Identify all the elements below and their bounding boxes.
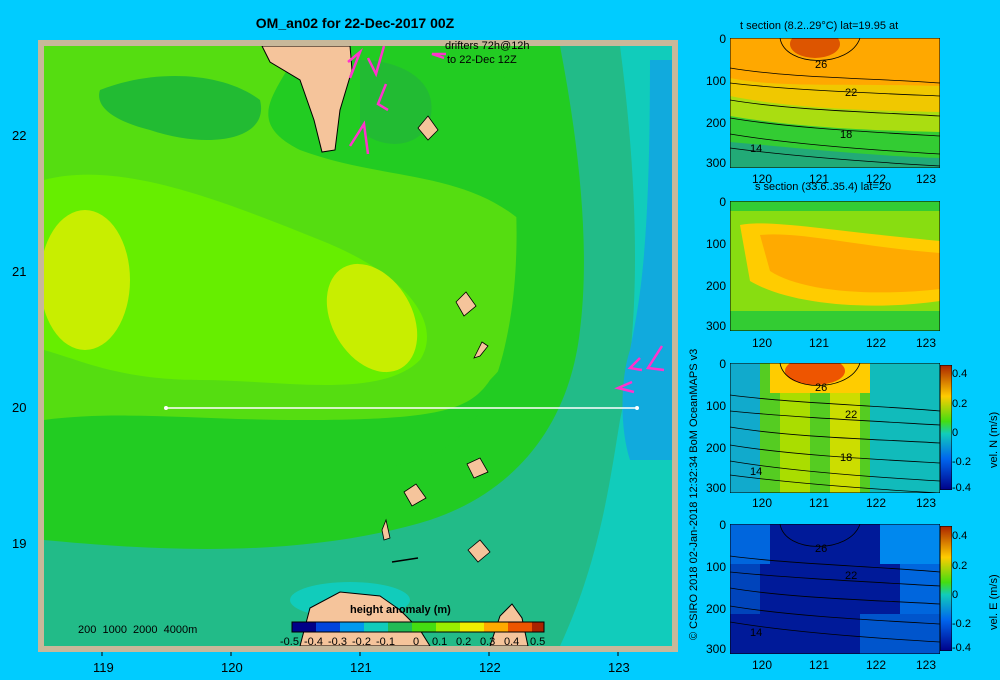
colorbar-ticks: -0.5 -0.4 -0.3 -0.2 -0.1 0 0.1 0.2 0.3 0… (280, 636, 560, 652)
cb-tick: -0.1 (376, 636, 395, 648)
vel-north-colorbar (940, 365, 952, 490)
contour-label: 18 (840, 129, 852, 141)
cb-tick: 0.3 (480, 636, 496, 648)
land-island-3 (473, 341, 489, 359)
contour-label: 22 (845, 570, 857, 582)
contour-label: 22 (845, 409, 857, 421)
height-anomaly-map[interactable] (0, 0, 690, 680)
land-island-6 (381, 518, 391, 541)
land-island-1 (417, 115, 439, 141)
vel-east-colorbar (940, 526, 952, 651)
anomaly-high-center (326, 263, 418, 373)
cb-tick: -0.5 (280, 636, 299, 648)
vel-east-cb-ticks: 0.4 0.2 0 -0.2 -0.4 (952, 530, 971, 654)
anomaly-band-bright-2 (44, 174, 427, 385)
contour-label: 22 (845, 87, 857, 99)
anomaly-low-north (99, 76, 262, 140)
section-title-salt: s section (33.6..35.4) lat=20 (755, 181, 892, 193)
contour-label: 26 (815, 382, 827, 394)
section-y-ticks-2: 0 100 200 300 (705, 195, 726, 333)
drifter-tracks (347, 46, 665, 394)
contour-label: 14 (750, 143, 762, 155)
contour-label: 26 (815, 59, 827, 71)
map-x-tick: 123 (608, 660, 630, 675)
map-y-tick: 19 (12, 536, 27, 551)
section-x-ticks-3: 120 121 122 123 (752, 496, 937, 510)
cb-tick: -0.4 (304, 636, 323, 648)
section-end (635, 406, 639, 410)
section-y-ticks-4: 0 100 200 300 (705, 518, 726, 656)
contour-label: 14 (750, 466, 762, 478)
section-title-temp: t section (8.2..29°C) lat=19.95 at (740, 20, 899, 32)
vel-north-label: vel. N (m/s) (988, 411, 1000, 468)
colorbar-title: height anomaly (m) (350, 604, 451, 616)
map-y-tick: 22 (12, 128, 27, 143)
section-y-ticks-1: 0 100 200 300 (705, 32, 726, 170)
contour-label: 26 (815, 543, 827, 555)
salinity-section[interactable] (730, 201, 940, 331)
cb-tick: 0 (413, 636, 420, 648)
cb-tick: -0.3 (328, 636, 347, 648)
depth-legend: 200 1000 2000 4000m (78, 624, 198, 636)
map-x-tick: 122 (479, 660, 501, 675)
cb-tick: -0.2 (352, 636, 371, 648)
vel-east-label: vel. E (m/s) (988, 574, 1000, 630)
land-island-8 (391, 557, 419, 563)
map-x-tick: 120 (221, 660, 243, 675)
anomaly-low-north-east (360, 60, 432, 144)
vel-north-cb-ticks: 0.4 0.2 0 -0.2 -0.4 (952, 368, 971, 494)
map-title: OM_an02 for 22-Dec-2017 00Z (255, 15, 455, 31)
cb-tick: 0.4 (504, 636, 520, 648)
vel-north-section[interactable]: 26 22 18 14 (730, 363, 940, 493)
vel-east-section[interactable]: 26 22 14 (730, 524, 940, 654)
section-x-ticks-4: 120 121 122 123 (752, 658, 937, 672)
drifters-label-line-2: to 22-Dec 12Z (447, 54, 517, 66)
credit-text: © CSIRO 2018 02-Jan-2018 12:32:34 BoM Oc… (688, 348, 700, 640)
land-island-4 (466, 457, 489, 479)
contour-label: 18 (840, 452, 852, 464)
map-x-tick: 119 (93, 660, 114, 675)
cb-tick: 0.5 (530, 636, 546, 648)
land-island-2 (455, 291, 477, 317)
contour-label: 14 (750, 627, 762, 639)
land-island-5 (403, 483, 427, 507)
cb-tick: 0.1 (432, 636, 448, 648)
map-y-tick: 21 (12, 264, 27, 279)
anomaly-teal-east (44, 46, 672, 646)
section-y-ticks-3: 0 100 200 300 (705, 357, 726, 495)
section-start (164, 406, 168, 410)
anomaly-high-west (44, 210, 130, 350)
land-island-7 (467, 539, 491, 563)
cb-tick: 0.2 (456, 636, 472, 648)
section-x-ticks-1: 120 121 122 123 (752, 172, 937, 186)
temperature-section[interactable]: 26 22 18 14 (730, 38, 940, 168)
anomaly-cyan-east (560, 46, 672, 646)
anomaly-lowest-east (622, 60, 672, 460)
map-x-tick: 121 (350, 660, 372, 675)
drifters-label-line-1: drifters 72h@12h (445, 40, 530, 52)
map-y-tick: 20 (12, 400, 27, 415)
section-x-ticks-2: 120 121 122 123 (752, 336, 937, 350)
height-anomaly-colorbar (291, 621, 545, 633)
